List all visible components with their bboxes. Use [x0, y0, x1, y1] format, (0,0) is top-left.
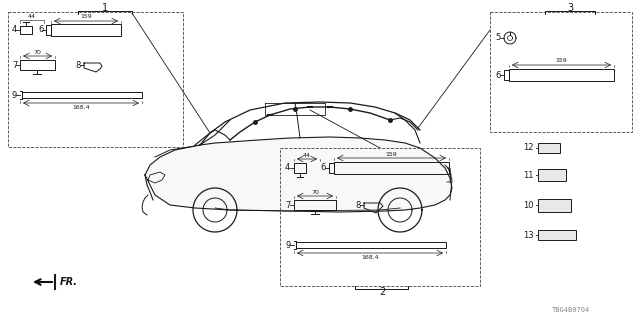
- Bar: [46, 25, 51, 35]
- Bar: [538, 199, 571, 212]
- Bar: [509, 69, 614, 81]
- Text: 4: 4: [285, 164, 291, 172]
- Bar: [294, 163, 306, 173]
- Text: 9: 9: [12, 91, 17, 100]
- Text: FR.: FR.: [60, 277, 78, 287]
- Text: 1: 1: [102, 3, 108, 13]
- Text: 5: 5: [495, 34, 500, 43]
- Text: 8: 8: [355, 201, 360, 210]
- Bar: [8, 12, 183, 147]
- Text: 70: 70: [311, 190, 319, 195]
- Text: 6: 6: [320, 164, 325, 172]
- Text: TBG4B0704: TBG4B0704: [552, 307, 590, 313]
- Bar: [296, 242, 446, 248]
- Text: 159: 159: [385, 152, 397, 157]
- Text: 8: 8: [75, 60, 81, 69]
- Text: 11: 11: [524, 171, 534, 180]
- Text: 6: 6: [495, 70, 500, 79]
- Bar: [20, 60, 55, 70]
- Bar: [329, 163, 334, 173]
- Bar: [538, 143, 560, 153]
- Text: 2: 2: [379, 287, 385, 297]
- Bar: [538, 230, 576, 240]
- Bar: [51, 24, 121, 36]
- Text: 12: 12: [524, 143, 534, 153]
- Bar: [280, 148, 480, 286]
- Text: 159: 159: [80, 14, 92, 19]
- Polygon shape: [145, 137, 452, 212]
- Bar: [294, 200, 336, 210]
- Bar: [538, 169, 566, 181]
- Text: 3: 3: [567, 3, 573, 13]
- Text: 10: 10: [524, 201, 534, 210]
- Text: 6: 6: [38, 26, 44, 35]
- Text: 70: 70: [33, 50, 41, 55]
- Text: 9: 9: [285, 241, 291, 250]
- Bar: [490, 12, 632, 132]
- Text: 168.4: 168.4: [72, 105, 90, 110]
- Bar: [504, 70, 509, 80]
- Text: 44: 44: [28, 14, 36, 19]
- Text: 159: 159: [555, 58, 567, 63]
- Bar: [334, 162, 449, 174]
- Text: 13: 13: [524, 230, 534, 239]
- Text: 7: 7: [285, 201, 291, 210]
- Text: 7: 7: [12, 60, 17, 69]
- Bar: [22, 92, 142, 98]
- Text: 4: 4: [12, 26, 17, 35]
- Text: 168.4: 168.4: [361, 255, 379, 260]
- Text: 44: 44: [303, 153, 311, 158]
